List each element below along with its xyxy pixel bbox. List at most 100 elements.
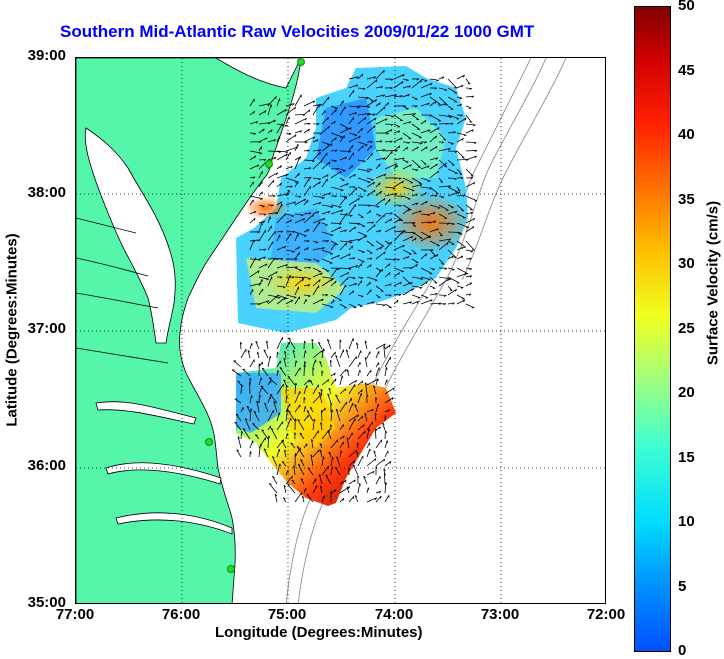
velocity-vector <box>249 210 256 215</box>
velocity-vector <box>242 368 251 377</box>
velocity-vector-head <box>360 393 363 396</box>
velocity-vector <box>393 231 403 242</box>
velocity-vector <box>357 213 364 218</box>
velocity-vector-head <box>409 301 413 304</box>
velocity-vector <box>366 181 375 188</box>
colorbar-label: Surface Velocity (cm/s) <box>704 200 722 366</box>
velocity-vector <box>456 240 467 248</box>
velocity-vector <box>249 382 251 395</box>
velocity-vector <box>465 168 474 177</box>
velocity-vector-head <box>256 164 260 168</box>
velocity-vector <box>438 258 445 265</box>
colorbar-tick-label: 0 <box>678 642 687 659</box>
velocity-vector-head <box>448 148 451 151</box>
velocity-vector-head <box>262 128 265 132</box>
velocity-vector-head <box>237 380 241 383</box>
velocity-vector <box>306 410 314 422</box>
velocity-vector <box>348 265 358 269</box>
velocity-vector-head <box>364 340 367 343</box>
velocity-vector-head <box>320 485 323 489</box>
velocity-vector-head <box>450 122 454 126</box>
velocity-vector <box>465 204 473 211</box>
velocity-vector <box>312 418 315 431</box>
velocity-vector <box>411 96 418 100</box>
velocity-vector-head <box>321 197 325 199</box>
velocity-vector <box>357 145 364 152</box>
velocity-vector <box>411 114 420 121</box>
colorbar-tick-label: 25 <box>678 320 695 337</box>
velocity-vector <box>348 222 360 225</box>
velocity-vector <box>320 422 323 431</box>
velocity-vector <box>339 183 349 188</box>
velocity-vector <box>330 120 336 125</box>
velocity-vector-head <box>276 295 278 299</box>
velocity-vector-head <box>349 241 353 244</box>
velocity-vector <box>456 150 465 159</box>
velocity-vector-head <box>419 184 423 187</box>
velocity-vector <box>366 428 370 440</box>
velocity-vector-head <box>242 428 246 431</box>
velocity-vector <box>312 349 323 359</box>
velocity-vector-head <box>383 157 386 160</box>
velocity-vector <box>429 267 435 270</box>
velocity-vector <box>312 139 319 143</box>
velocity-vector <box>276 230 283 233</box>
velocity-vector-head <box>302 218 306 221</box>
velocity-vector-head <box>252 176 256 179</box>
velocity-vector <box>285 408 288 422</box>
velocity-vector <box>327 393 332 404</box>
map-plot-area[interactable] <box>75 57 606 604</box>
velocity-vector <box>294 267 302 271</box>
velocity-vector <box>267 216 271 224</box>
velocity-vector <box>384 186 396 189</box>
velocity-vector-head <box>371 409 374 412</box>
velocity-vector-head <box>321 409 324 413</box>
velocity-vector-head <box>309 406 313 409</box>
velocity-vector <box>285 165 293 170</box>
velocity-vector-head <box>351 245 353 249</box>
velocity-vector-head <box>395 149 398 152</box>
velocity-vector-head <box>339 339 342 343</box>
velocity-vector-head <box>274 212 278 215</box>
y-axis-label: Latitude (Degrees:Minutes) <box>3 233 21 427</box>
velocity-vector <box>375 490 381 494</box>
velocity-vector-head <box>285 125 288 127</box>
velocity-vector <box>366 99 377 107</box>
velocity-vector-head <box>340 189 344 192</box>
velocity-vector <box>276 150 289 153</box>
velocity-vector <box>375 229 381 233</box>
velocity-vector <box>375 94 385 98</box>
velocity-vector <box>273 401 278 413</box>
velocity-vector <box>312 272 323 278</box>
velocity-vector <box>321 161 331 170</box>
velocity-vector-head <box>442 76 445 79</box>
velocity-vector-head <box>330 143 333 146</box>
velocity-vector <box>285 219 292 224</box>
velocity-vector-head <box>318 178 321 181</box>
velocity-vector-head <box>369 169 373 171</box>
velocity-vector <box>321 174 329 179</box>
velocity-vector <box>420 78 428 82</box>
velocity-vector <box>303 122 311 125</box>
velocity-vector <box>447 276 460 284</box>
velocity-vector-head <box>399 205 402 207</box>
velocity-vector-head <box>273 401 276 404</box>
velocity-vector-head <box>453 131 456 134</box>
velocity-vector <box>267 104 272 116</box>
velocity-vector <box>267 258 279 260</box>
velocity-vector <box>258 159 267 161</box>
velocity-vector <box>420 267 433 275</box>
velocity-vector-head <box>246 405 250 408</box>
velocity-vector-head <box>356 442 360 446</box>
velocity-vector-head <box>429 235 432 238</box>
velocity-vector <box>321 96 330 107</box>
velocity-vector <box>357 177 371 183</box>
velocity-vector-head <box>304 198 307 202</box>
velocity-vector <box>348 403 354 413</box>
velocity-vector <box>447 255 454 260</box>
velocity-vector-head <box>373 125 376 129</box>
velocity-vector-head <box>345 369 347 372</box>
velocity-vector <box>456 222 469 228</box>
velocity-vector-head <box>388 263 391 267</box>
velocity-vector-head <box>469 121 472 123</box>
